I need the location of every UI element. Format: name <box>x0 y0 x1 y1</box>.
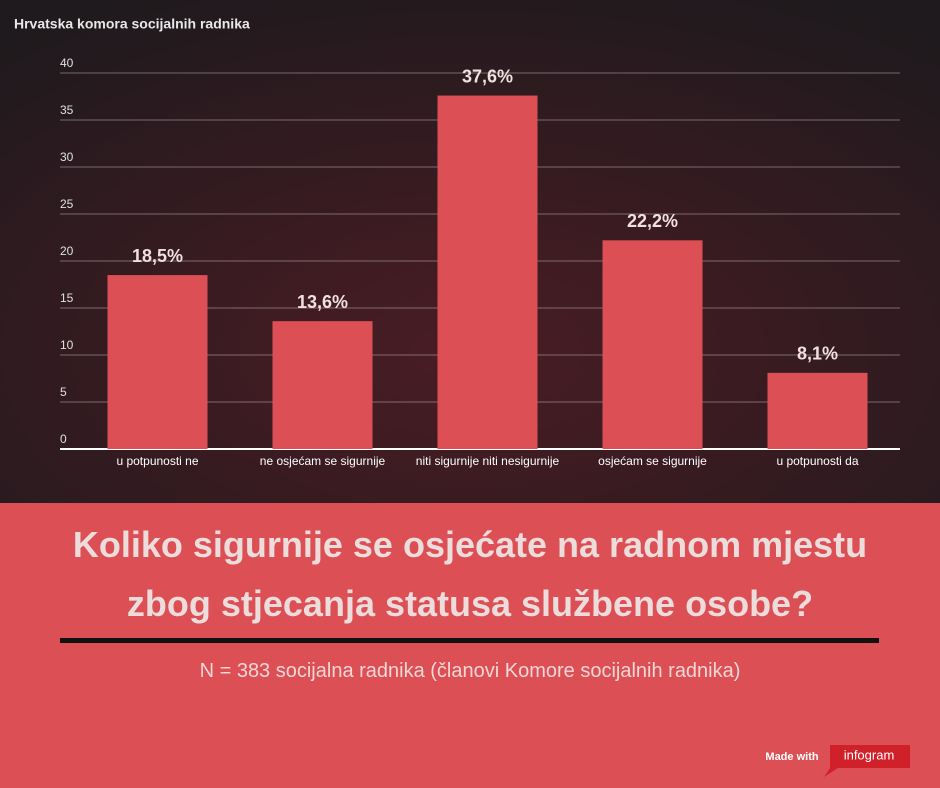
title-panel <box>0 503 940 788</box>
bar <box>767 372 868 449</box>
chart-subtitle: N = 383 socijalna radnika (članovi Komor… <box>199 660 741 682</box>
credit: Made with <box>765 751 818 763</box>
x-tick-label: osjećam se sigurnije <box>598 454 707 468</box>
brand-badge <box>824 745 910 777</box>
bar <box>602 240 703 449</box>
y-tick-label: 10 <box>60 338 74 352</box>
value-label: 18,5% <box>132 246 183 266</box>
value-label: 8,1% <box>797 344 838 364</box>
divider <box>60 638 879 643</box>
x-tick-label: niti sigurnije niti nesigurnije <box>416 454 560 468</box>
value-label: 13,6% <box>297 292 348 312</box>
y-tick-label: 20 <box>60 244 74 258</box>
y-tick-label: 25 <box>60 197 74 211</box>
x-tick-label: u potpunosti ne <box>116 454 198 468</box>
value-label: 37,6% <box>462 66 513 86</box>
bar <box>437 95 538 449</box>
bar <box>107 275 208 449</box>
y-tick-label: 35 <box>60 103 74 117</box>
value-label: 22,2% <box>627 211 678 231</box>
x-tick-label: u potpunosti da <box>776 454 858 468</box>
x-tick-label: ne osjećam se sigurnije <box>260 454 386 468</box>
bar <box>272 321 373 449</box>
brand: infogram <box>844 747 895 762</box>
chart-title: Koliko sigurnije se osjećate na radnom m… <box>72 524 868 624</box>
y-tick-label: 40 <box>60 56 74 70</box>
y-tick-label: 30 <box>60 150 74 164</box>
y-tick-label: 15 <box>60 291 74 305</box>
y-tick-label: 5 <box>60 385 67 399</box>
y-tick-label: 0 <box>60 432 67 446</box>
source: Hrvatska komora socijalnih radnika <box>14 16 250 32</box>
